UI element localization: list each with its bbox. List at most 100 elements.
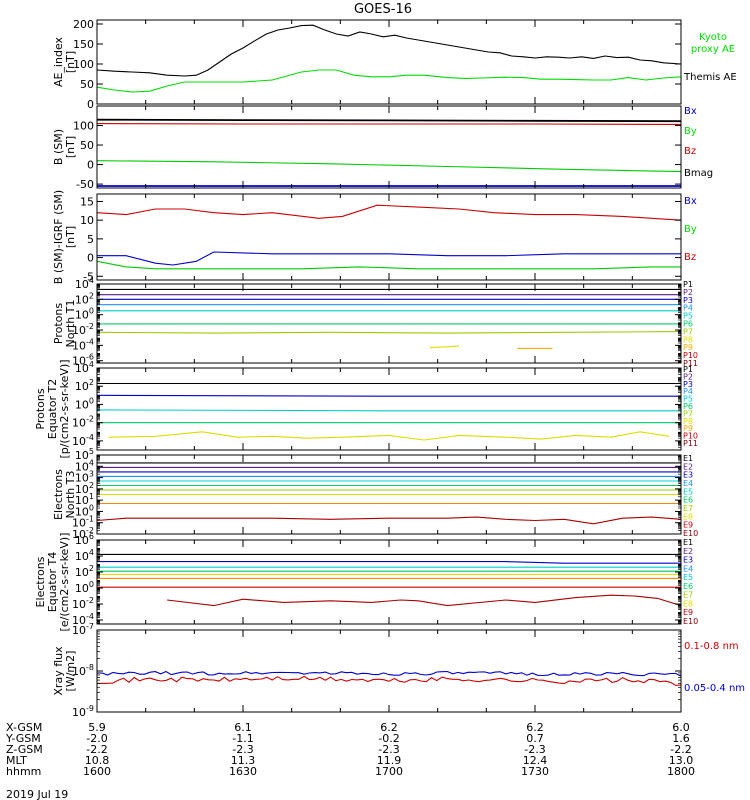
tick-exponent: -2 [86,596,94,605]
tick-exponent: -1 [86,515,94,524]
panel-frame [96,193,682,281]
channel-label-p2: P2 [683,372,693,381]
y-axis-label: AE_index [52,36,65,87]
channel-label-e4: E4 [683,479,693,488]
y-tick-label: 100 [75,503,94,518]
channel-label-p9: P9 [683,424,693,433]
date-label: 2019 Jul 19 [6,788,68,800]
series-bz [97,123,681,125]
plot-title: GOES-16 [354,2,412,17]
series-p8 [108,431,670,441]
y-tick-label: 102 [75,481,94,496]
channel-label-e6: E6 [683,496,693,505]
tick-exponent: -2 [86,526,94,535]
tick-base: 10 [72,528,86,541]
y-axis-label: [nT] [64,51,77,73]
tick-base: 10 [75,582,89,595]
y-tick-label: 0 [87,252,94,265]
y-tick-label: 0 [87,159,94,172]
channel-label-p1: P1 [683,365,693,374]
ephem-row-label-z-gsm: Z-GSM [6,743,43,756]
channel-label-e1: E1 [683,454,693,463]
ephem-row-label-mlt: MLT [6,754,27,767]
channel-label-p5: P5 [683,312,693,321]
channel-label-e10: E10 [683,529,698,538]
panel-1: 0 50 100 150 200 AE_index [nT] Themis AE Kyotopr… [52,18,737,111]
y-tick-label: 104 [75,276,94,291]
y-tick-label: 150 [73,38,94,51]
ephem-value: 12.4 [523,754,548,767]
tick-exponent: 0 [89,503,94,512]
y-tick-label: 5 [87,233,94,246]
tick-base: 10 [75,534,89,547]
channel-label-p3: P3 [683,380,693,389]
y-axis-label: [p/(cm2-s-sr-keV)] [58,359,71,458]
tick-base: 10 [75,278,89,291]
tick-exponent: -8 [86,663,94,672]
y-tick-label: 102 [75,378,94,393]
series-themis-ae [97,24,681,77]
ephem-row-label-hhmm: hhmm [6,765,41,778]
channel-label-e9: E9 [683,608,693,617]
tick-exponent: -4 [86,433,94,442]
legend-bmag: Bmag [684,168,713,179]
y-tick-label: 106 [75,532,94,547]
tick-base: 10 [75,380,89,393]
tick-exponent: -7 [86,622,94,631]
ephem-value: 0.7 [526,732,544,745]
ephem-value: 1.6 [672,732,690,745]
y-tick-label: 10-4 [72,433,94,448]
y-tick-label: 0 [87,98,94,111]
series-p5 [97,409,681,412]
y-tick-label: 10-2 [72,415,94,430]
legend-bx: Bx [684,106,697,117]
panel-frame [96,367,682,451]
tick-base: 10 [72,598,86,611]
ephem-row-label-y-gsm: Y-GSM [5,732,41,745]
legend-bz: Bz [684,146,696,157]
y-tick-label: 104 [75,458,94,473]
y-tick-label: 10-2 [72,526,94,541]
legend-by: By [684,126,697,137]
y-tick-label: 10-4 [72,612,94,627]
channel-label-p6: P6 [683,402,693,411]
tick-exponent: 5 [89,447,94,456]
channel-label-p10: P10 [683,432,698,441]
channel-label-p4: P4 [683,387,693,396]
series-e8 [167,594,681,607]
channel-label-e7: E7 [683,591,693,600]
y-axis-label: Xray flux [52,646,65,696]
legend-kyoto-proxy-ae: Kyoto [699,32,727,43]
series-e2 [97,561,681,564]
ephem-value: -2.2 [670,743,691,756]
channel-label-p10: P10 [683,351,698,360]
y-axis-label: North T3 [64,471,77,519]
tick-exponent: -2 [86,322,94,331]
tick-exponent: -6 [86,353,94,362]
tick-exponent: 0 [89,307,94,316]
channel-label-e7: E7 [683,504,693,513]
panel-2: -50 0 50 100 B (SM) [nT] Bx By Bz Bmag [52,105,713,191]
y-tick-label: 100 [75,580,94,595]
ephem-value: 1630 [229,765,257,778]
series-bmag [97,118,681,123]
tick-exponent: 0 [89,396,94,405]
y-axis-label: North T1 [64,300,77,348]
y-axis-label: Protons [52,303,65,344]
ephem-value: 1600 [83,765,111,778]
ephem-value: 1700 [375,765,403,778]
channel-label-e6: E6 [683,582,693,591]
legend-0-05-0-4-nm: 0.05-0.4 nm [684,683,745,694]
ephem-value: -2.0 [86,732,107,745]
tick-base: 10 [75,449,89,462]
channel-label-p9: P9 [683,343,693,352]
channel-label-p6: P6 [683,320,693,329]
y-axis-label: Equator T4 [46,552,59,612]
y-tick-label: 100 [73,120,94,133]
y-tick-label: 104 [75,548,94,563]
tick-exponent: 2 [89,378,94,387]
